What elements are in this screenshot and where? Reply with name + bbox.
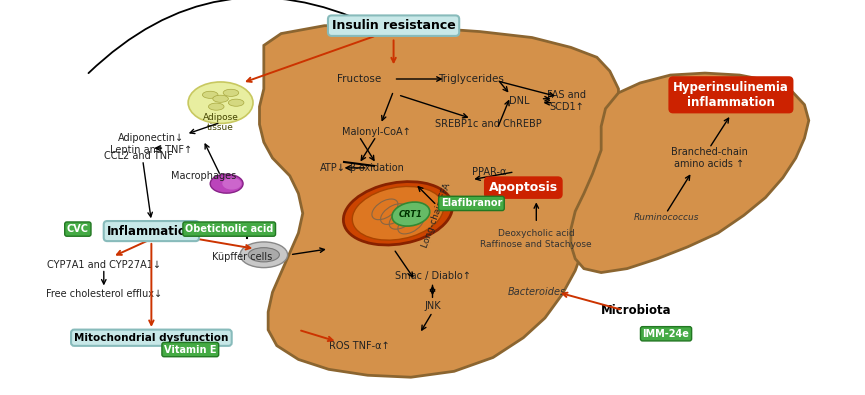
Text: DNL: DNL bbox=[509, 96, 529, 106]
Text: Inflammation: Inflammation bbox=[107, 225, 195, 237]
Text: Küpffer cells: Küpffer cells bbox=[212, 252, 272, 262]
Text: Adiponectin↓
Leptin and TNF↑: Adiponectin↓ Leptin and TNF↑ bbox=[111, 134, 192, 155]
Text: Fructose: Fructose bbox=[336, 74, 381, 84]
Text: JNK: JNK bbox=[424, 301, 441, 311]
Circle shape bbox=[213, 95, 228, 102]
Text: PPAR-α: PPAR-α bbox=[471, 167, 506, 177]
Text: Smac / Diablo↑: Smac / Diablo↑ bbox=[394, 271, 471, 282]
Text: FAS and
SCD1↑: FAS and SCD1↑ bbox=[547, 90, 586, 111]
Circle shape bbox=[208, 103, 224, 110]
Ellipse shape bbox=[352, 186, 444, 240]
Text: CYP7A1 and CYP27A1↓: CYP7A1 and CYP27A1↓ bbox=[47, 260, 161, 270]
Text: β-oxidation: β-oxidation bbox=[349, 163, 404, 173]
Text: SREBP1c and ChREBP: SREBP1c and ChREBP bbox=[435, 119, 542, 130]
Text: Macrophages: Macrophages bbox=[170, 171, 236, 181]
Text: IMM-24e: IMM-24e bbox=[643, 329, 689, 339]
Text: CCL2 and TNF: CCL2 and TNF bbox=[104, 151, 173, 161]
Circle shape bbox=[228, 99, 244, 106]
Text: Free cholesterol efflux↓: Free cholesterol efflux↓ bbox=[46, 289, 162, 299]
Text: Branched-chain
amino acids ↑: Branched-chain amino acids ↑ bbox=[671, 147, 747, 169]
Ellipse shape bbox=[189, 82, 253, 123]
Text: FXR: FXR bbox=[233, 226, 252, 236]
Text: Obeticholic acid: Obeticholic acid bbox=[185, 224, 273, 234]
Polygon shape bbox=[260, 26, 618, 377]
Text: CRT1: CRT1 bbox=[399, 210, 423, 218]
Ellipse shape bbox=[343, 182, 452, 245]
Text: Vitamin E: Vitamin E bbox=[164, 344, 216, 355]
Ellipse shape bbox=[392, 202, 430, 226]
Text: Bacteroides: Bacteroides bbox=[507, 287, 566, 297]
Text: CVC: CVC bbox=[67, 224, 89, 234]
Text: Insulin resistance: Insulin resistance bbox=[331, 19, 456, 32]
Text: Deoxycholic acid
Raffinose and Stachyose: Deoxycholic acid Raffinose and Stachyose bbox=[480, 229, 593, 249]
Text: Triglycerides: Triglycerides bbox=[439, 74, 504, 84]
Text: Apoptosis: Apoptosis bbox=[489, 181, 558, 194]
Circle shape bbox=[202, 91, 218, 98]
Text: Microbiota: Microbiota bbox=[600, 304, 671, 316]
Text: ROS TNF-α↑: ROS TNF-α↑ bbox=[329, 340, 389, 351]
Text: Adipose
tissue: Adipose tissue bbox=[202, 113, 239, 132]
Text: Malonyl-CoA↑: Malonyl-CoA↑ bbox=[342, 127, 411, 137]
Text: Ruminococcus: Ruminococcus bbox=[633, 213, 699, 222]
Ellipse shape bbox=[210, 174, 243, 193]
Text: Mitochondrial dysfunction: Mitochondrial dysfunction bbox=[74, 333, 228, 343]
Circle shape bbox=[248, 248, 279, 262]
Polygon shape bbox=[571, 73, 809, 273]
Ellipse shape bbox=[240, 242, 287, 268]
Text: Hyperinsulinemia
inflammation: Hyperinsulinemia inflammation bbox=[673, 81, 789, 109]
Text: ATP↓: ATP↓ bbox=[320, 163, 346, 173]
Text: Long-chain FFA: Long-chain FFA bbox=[421, 182, 452, 249]
Text: Elafibranor: Elafibranor bbox=[441, 198, 502, 209]
Circle shape bbox=[223, 89, 239, 96]
Ellipse shape bbox=[222, 178, 241, 190]
